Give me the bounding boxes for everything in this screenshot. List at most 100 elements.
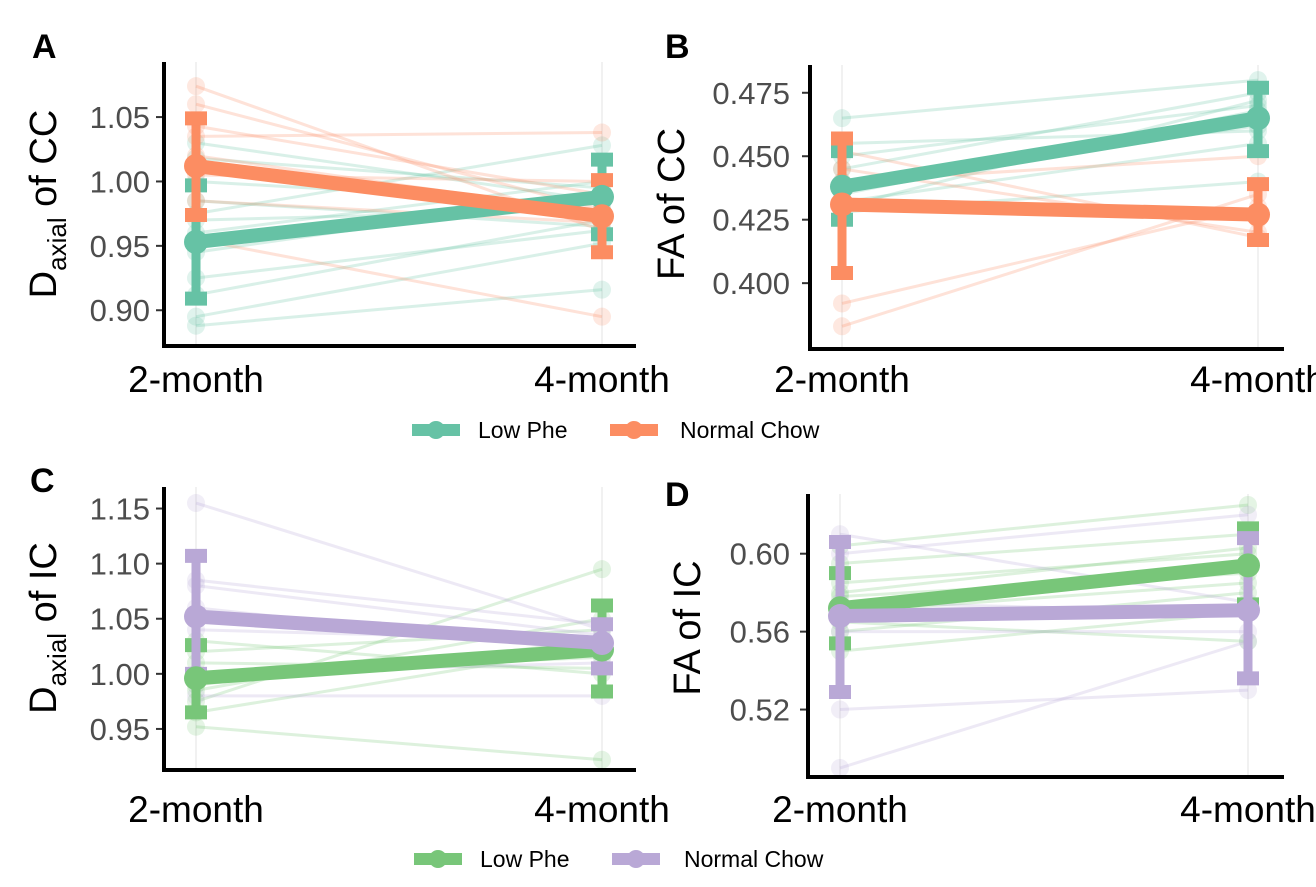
y-axis-title: Daxial of CC: [23, 110, 72, 299]
individual-line: [839, 513, 1249, 556]
individual-line: [839, 546, 1249, 595]
y-tick-label: 1.00: [90, 657, 150, 692]
y-axis-title: FA of CC: [651, 128, 693, 280]
individual-line: [839, 532, 1249, 604]
individual-line: [195, 141, 603, 203]
individual-line: [839, 688, 1249, 712]
y-tick-label: 0.56: [730, 615, 790, 650]
mean-point: [1246, 202, 1270, 227]
individual-line: [839, 620, 1249, 643]
individual-line: [839, 552, 1249, 585]
individual-point: [593, 307, 611, 326]
mean-line: [840, 111, 1260, 194]
mean-point: [184, 229, 208, 254]
individual-line: [195, 179, 603, 235]
x-category-label: 2-month: [772, 789, 908, 830]
individual-point: [1239, 681, 1257, 700]
individual-point: [593, 750, 611, 769]
y-axis-title-subscript: axial: [42, 217, 72, 270]
y-axis-title-main: FA of IC: [667, 560, 709, 695]
individual-line: [195, 501, 603, 632]
mean-point: [830, 192, 854, 217]
legend-bottom: Low Phe Normal Chow: [414, 846, 824, 872]
individual-point: [593, 123, 611, 142]
legend-label: Normal Chow: [684, 846, 824, 872]
mean-point: [184, 666, 208, 691]
individual-line: [195, 156, 603, 190]
individual-line: [195, 241, 603, 319]
y-axis-title-main: D: [23, 686, 65, 713]
individual-line: [841, 205, 1259, 305]
mean-point: [1236, 553, 1260, 578]
legend-swatch-point: [427, 421, 445, 439]
mean-point: [590, 630, 614, 655]
mean-line: [839, 558, 1249, 616]
individual-line: [839, 610, 1249, 653]
individual-line: [841, 91, 1259, 171]
x-category-label: 4-month: [1190, 359, 1316, 400]
individual-point: [593, 280, 611, 299]
y-tick-label: 0.475: [712, 76, 790, 111]
mean-line: [195, 609, 603, 650]
x-category-label: 2-month: [128, 789, 264, 830]
y-tick-label: 1.00: [90, 164, 150, 199]
legend-swatch-point: [627, 850, 645, 868]
individual-point: [187, 95, 205, 114]
y-tick-label: 0.95: [90, 229, 150, 264]
legend-label: Normal Chow: [680, 417, 820, 443]
individual-point: [593, 136, 611, 155]
individual-line: [195, 578, 603, 626]
x-category-label: 4-month: [534, 789, 670, 830]
y-tick-label: 0.95: [90, 712, 150, 747]
y-axis-title-rest: of CC: [23, 110, 65, 218]
individual-point: [187, 494, 205, 513]
individual-line: [841, 78, 1259, 120]
mean-point: [828, 604, 852, 629]
mean-line: [841, 197, 1259, 222]
x-category-label: 4-month: [534, 359, 670, 400]
individual-point: [833, 294, 851, 313]
y-axis-title-rest: of IC: [23, 542, 65, 633]
y-tick-label: 0.60: [730, 537, 790, 572]
mean-point: [1236, 598, 1260, 623]
mean-line: [839, 603, 1249, 624]
mean-point: [184, 604, 208, 629]
individual-line: [195, 288, 603, 328]
individual-line: [195, 102, 603, 212]
panel-label: C: [30, 462, 55, 500]
individual-point: [187, 717, 205, 736]
individual-line: [841, 103, 1259, 158]
mean-point: [590, 184, 614, 209]
y-tick-label: 1.05: [90, 602, 150, 637]
individual-line: [839, 639, 1249, 770]
individual-point: [187, 77, 205, 96]
individual-line: [195, 199, 603, 225]
individual-line: [195, 124, 603, 196]
y-axis-title-subscript: axial: [42, 633, 72, 686]
y-axis-title: FA of IC: [667, 560, 709, 695]
y-tick-label: 0.400: [712, 266, 790, 301]
legend-swatch-point: [625, 421, 643, 439]
panel-c: C 0.95 1.00 1.05 1.10 1.15 2-month 4-month Daxi…: [23, 462, 670, 830]
individual-point: [833, 109, 851, 128]
mean-point: [1246, 106, 1270, 131]
y-tick-label: 1.10: [90, 547, 150, 582]
y-tick-label: 0.52: [730, 693, 790, 728]
panel-label: A: [32, 28, 57, 66]
mean-point: [590, 204, 614, 229]
panel-a: A 0.90 0.95 1.00 1.05 2-month 4-month Daxial o…: [23, 28, 670, 400]
legend-label: Low Phe: [480, 846, 570, 872]
individual-line: [195, 725, 603, 762]
y-tick-label: 0.90: [90, 293, 150, 328]
individual-point: [833, 317, 851, 336]
individual-line: [839, 503, 1249, 548]
individual-point: [187, 307, 205, 326]
y-tick-label: 0.425: [712, 203, 790, 238]
individual-point: [187, 316, 205, 335]
individual-line: [841, 149, 1259, 239]
panel-d: D 0.52 0.56 0.60 2-month 4-month FA of IC: [665, 476, 1316, 830]
legend-top: Low Phe Normal Chow: [412, 417, 820, 443]
individual-line: [195, 218, 603, 297]
panel-label: D: [665, 476, 690, 514]
